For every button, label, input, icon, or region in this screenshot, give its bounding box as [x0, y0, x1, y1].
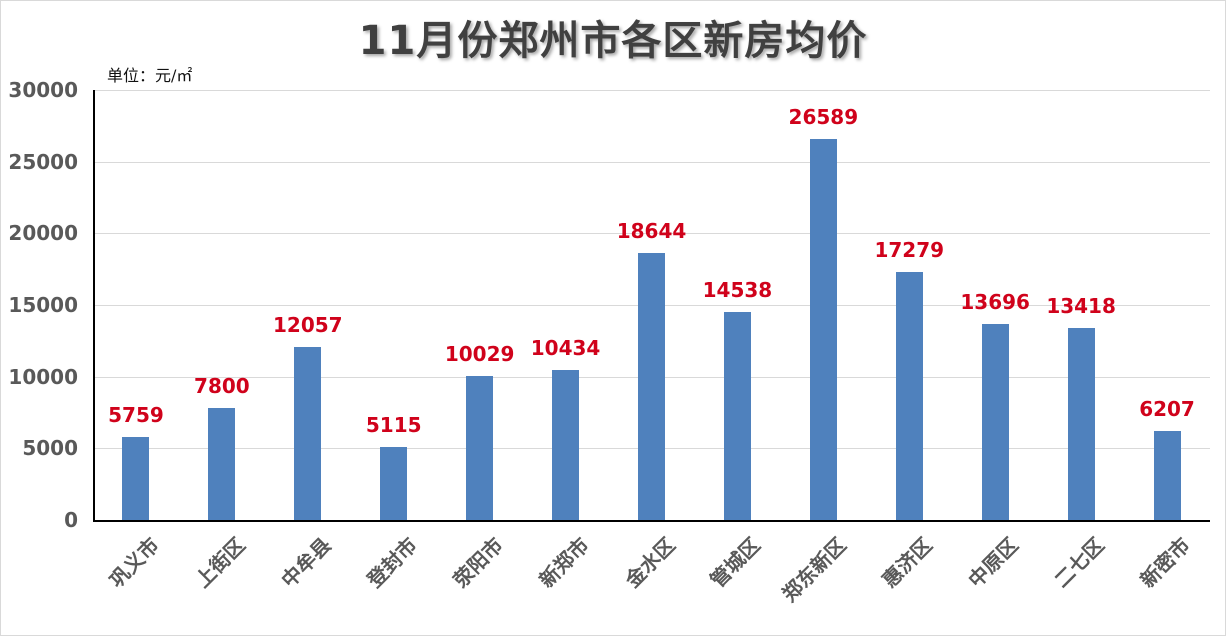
x-axis-line: [93, 520, 1210, 522]
value-label: 13696: [960, 289, 1030, 314]
gridline: [93, 161, 1210, 163]
bar: [294, 347, 322, 520]
bar: [208, 408, 236, 520]
bar: [981, 323, 1009, 520]
value-label: 10434: [530, 336, 601, 361]
value-label: 6207: [1139, 397, 1195, 422]
value-label: 18644: [616, 218, 687, 243]
value-label: 13418: [1046, 293, 1116, 318]
gridline: [93, 90, 1210, 91]
y-tick-label: 25000: [8, 149, 78, 174]
unit-label: 单位：元/㎡: [107, 66, 193, 85]
bar: [552, 370, 580, 520]
gridline: [93, 233, 1210, 235]
value-label: 17279: [874, 238, 945, 263]
y-tick-label: 20000: [8, 221, 78, 246]
y-tick-label: 10000: [8, 364, 78, 389]
value-label: 26589: [788, 104, 859, 129]
bar: [895, 272, 923, 520]
bar: [380, 446, 408, 520]
value-label: 10029: [444, 342, 515, 367]
y-tick-label: 5000: [22, 436, 78, 461]
bar: [122, 437, 150, 520]
bar: [638, 252, 665, 520]
value-label: 12057: [273, 313, 343, 338]
bar: [1067, 327, 1095, 520]
value-label: 5759: [108, 403, 164, 428]
bar: [466, 376, 494, 520]
y-tick-label: 15000: [8, 293, 78, 317]
y-tick-label: 0: [64, 508, 78, 532]
bar: [723, 311, 751, 520]
bar: [809, 138, 837, 520]
y-tick-label: 30000: [8, 78, 78, 102]
value-label: 7800: [194, 374, 250, 399]
chart-title: 11月份郑州市各区新房均价: [358, 18, 868, 64]
bar: [1153, 431, 1181, 520]
value-label: 14538: [702, 277, 773, 302]
value-label: 5115: [365, 412, 422, 437]
y-axis-line: [93, 90, 95, 521]
